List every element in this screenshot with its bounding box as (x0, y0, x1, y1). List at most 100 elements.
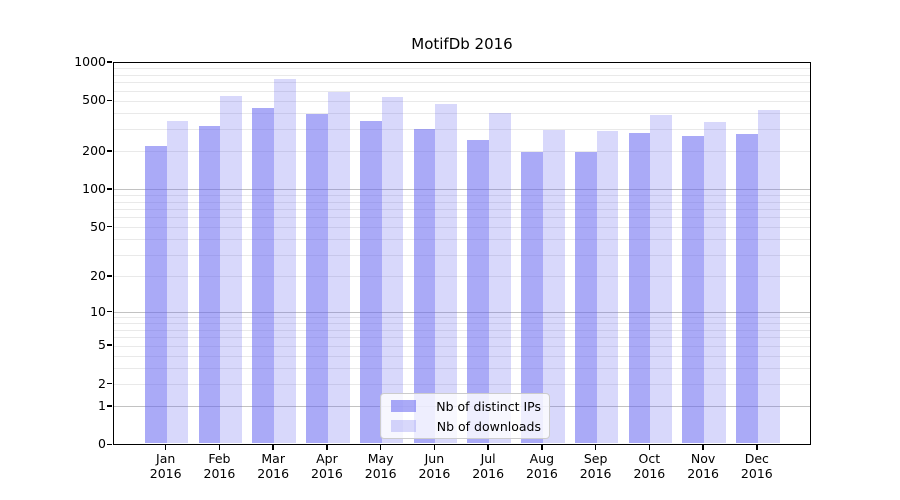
minor-gridline-90 (114, 195, 810, 197)
x-tick-year: 2016 (740, 466, 773, 481)
y-tick-mark-1 (107, 405, 112, 407)
minor-gridline-200 (114, 151, 810, 153)
x-tick-month: Aug (529, 451, 555, 466)
legend-row-1: Nb of downloads (389, 418, 541, 434)
x-tick-label-sep: Sep 2016 (564, 451, 628, 481)
x-tick-label-jul: Jul 2016 (456, 451, 520, 481)
minor-gridline-700 (114, 82, 810, 84)
minor-gridline-70 (114, 208, 810, 210)
bar-distinct-ips-oct (628, 132, 651, 443)
y-tick-mark-50 (107, 225, 112, 228)
minor-gridline-6 (114, 337, 810, 339)
x-tick-mark-mar (272, 445, 274, 450)
x-tick-year: 2016 (418, 466, 451, 481)
bar-distinct-ips-dec (736, 133, 758, 443)
y-tick-mark-20 (107, 275, 112, 277)
x-tick-label-oct: Oct 2016 (617, 451, 681, 481)
x-tick-mark-feb (218, 445, 221, 450)
bar-distinct-ips-aug (521, 151, 543, 443)
minor-gridline-8 (114, 323, 810, 325)
y-tick-mark-2 (107, 382, 112, 385)
y-tick-mark-10 (107, 310, 112, 313)
bar-downloads-nov (704, 122, 726, 443)
bar-distinct-ips-jan (145, 146, 167, 443)
y-tick-mark-500 (107, 99, 112, 102)
x-tick-label-jan: Jan 2016 (134, 451, 198, 481)
x-tick-year: 2016 (311, 466, 343, 481)
legend-swatch-icon (391, 420, 416, 432)
bar-downloads-jul (489, 112, 511, 443)
major-gridline-100 (114, 189, 810, 191)
bar-distinct-ips-jun (413, 128, 436, 443)
x-tick-mark-apr (326, 445, 328, 450)
x-tick-year: 2016 (364, 466, 397, 481)
x-tick-year: 2016 (633, 466, 666, 481)
x-tick-year: 2016 (687, 466, 719, 481)
x-tick-month: Apr (316, 451, 338, 466)
y-tick-mark-1000 (107, 61, 112, 63)
x-tick-mark-jul (487, 445, 489, 450)
y-tick-label-20: 20 (90, 267, 106, 283)
x-tick-mark-may (379, 445, 382, 450)
bar-downloads-oct (650, 115, 673, 443)
plot-area: Nb of distinct IPs Nb of downloads (113, 62, 811, 445)
x-tick-month: Jun (424, 451, 445, 466)
bar-downloads-aug (542, 129, 565, 443)
bar-downloads-feb (220, 96, 243, 443)
major-gridline-10 (114, 312, 810, 314)
minor-gridline-2 (114, 384, 810, 385)
y-tick-label-1: 1 (98, 397, 106, 413)
y-tick-label-0: 0 (98, 436, 106, 452)
y-tick-label-2: 2 (98, 375, 106, 391)
x-tick-month: Mar (261, 451, 285, 466)
minor-gridline-50 (114, 227, 810, 229)
x-tick-label-feb: Feb 2016 (187, 451, 251, 481)
legend-swatch-icon (391, 400, 416, 412)
minor-gridline-40 (114, 239, 810, 241)
x-tick-month: Dec (744, 451, 769, 466)
x-tick-mark-sep (594, 445, 597, 450)
x-tick-mark-jun (433, 445, 436, 450)
minor-gridline-400 (114, 113, 810, 115)
legend-row-0: Nb of distinct IPs (389, 398, 541, 414)
minor-gridline-20 (114, 276, 810, 278)
bar-downloads-jan (166, 120, 189, 443)
x-tick-label-dec: Dec 2016 (725, 451, 789, 481)
legend: Nb of distinct IPs Nb of downloads (380, 393, 550, 439)
x-tick-label-nov: Nov 2016 (671, 451, 735, 481)
x-tick-month: Feb (208, 451, 231, 466)
y-tick-label-1000: 1000 (74, 54, 106, 69)
chart-title: MotifDb 2016 (411, 35, 513, 53)
x-tick-label-may: May 2016 (349, 451, 413, 481)
bar-distinct-ips-feb (198, 125, 221, 443)
bar-downloads-mar (274, 79, 296, 443)
x-tick-year: 2016 (257, 466, 290, 481)
y-tick-label-100: 100 (82, 180, 106, 196)
x-tick-mark-aug (541, 445, 543, 450)
x-tick-mark-dec (756, 445, 758, 450)
y-tick-label-10: 10 (90, 303, 106, 319)
x-tick-mark-jan (164, 445, 167, 450)
y-tick-label-5: 5 (98, 337, 106, 353)
bar-distinct-ips-mar (252, 108, 275, 443)
x-tick-year: 2016 (525, 466, 558, 481)
x-tick-month: Jul (480, 451, 496, 466)
x-tick-label-apr: Apr 2016 (295, 451, 359, 481)
minor-gridline-800 (114, 74, 810, 76)
x-tick-mark-oct (648, 445, 651, 450)
minor-gridline-30 (114, 254, 810, 256)
minor-gridline-60 (114, 217, 810, 219)
minor-gridline-4 (114, 355, 810, 357)
legend-label: Nb of downloads (436, 418, 541, 434)
y-tick-mark-100 (107, 188, 112, 190)
x-tick-month: Oct (638, 451, 661, 466)
x-tick-label-aug: Aug 2016 (510, 451, 574, 481)
y-tick-label-500: 500 (82, 92, 106, 108)
minor-gridline-600 (114, 90, 810, 92)
x-tick-label-jun: Jun 2016 (402, 451, 466, 481)
x-tick-month: Jan (156, 451, 176, 466)
x-tick-mark-nov (702, 445, 704, 450)
minor-gridline-300 (114, 128, 810, 130)
minor-gridline-7 (114, 329, 810, 331)
